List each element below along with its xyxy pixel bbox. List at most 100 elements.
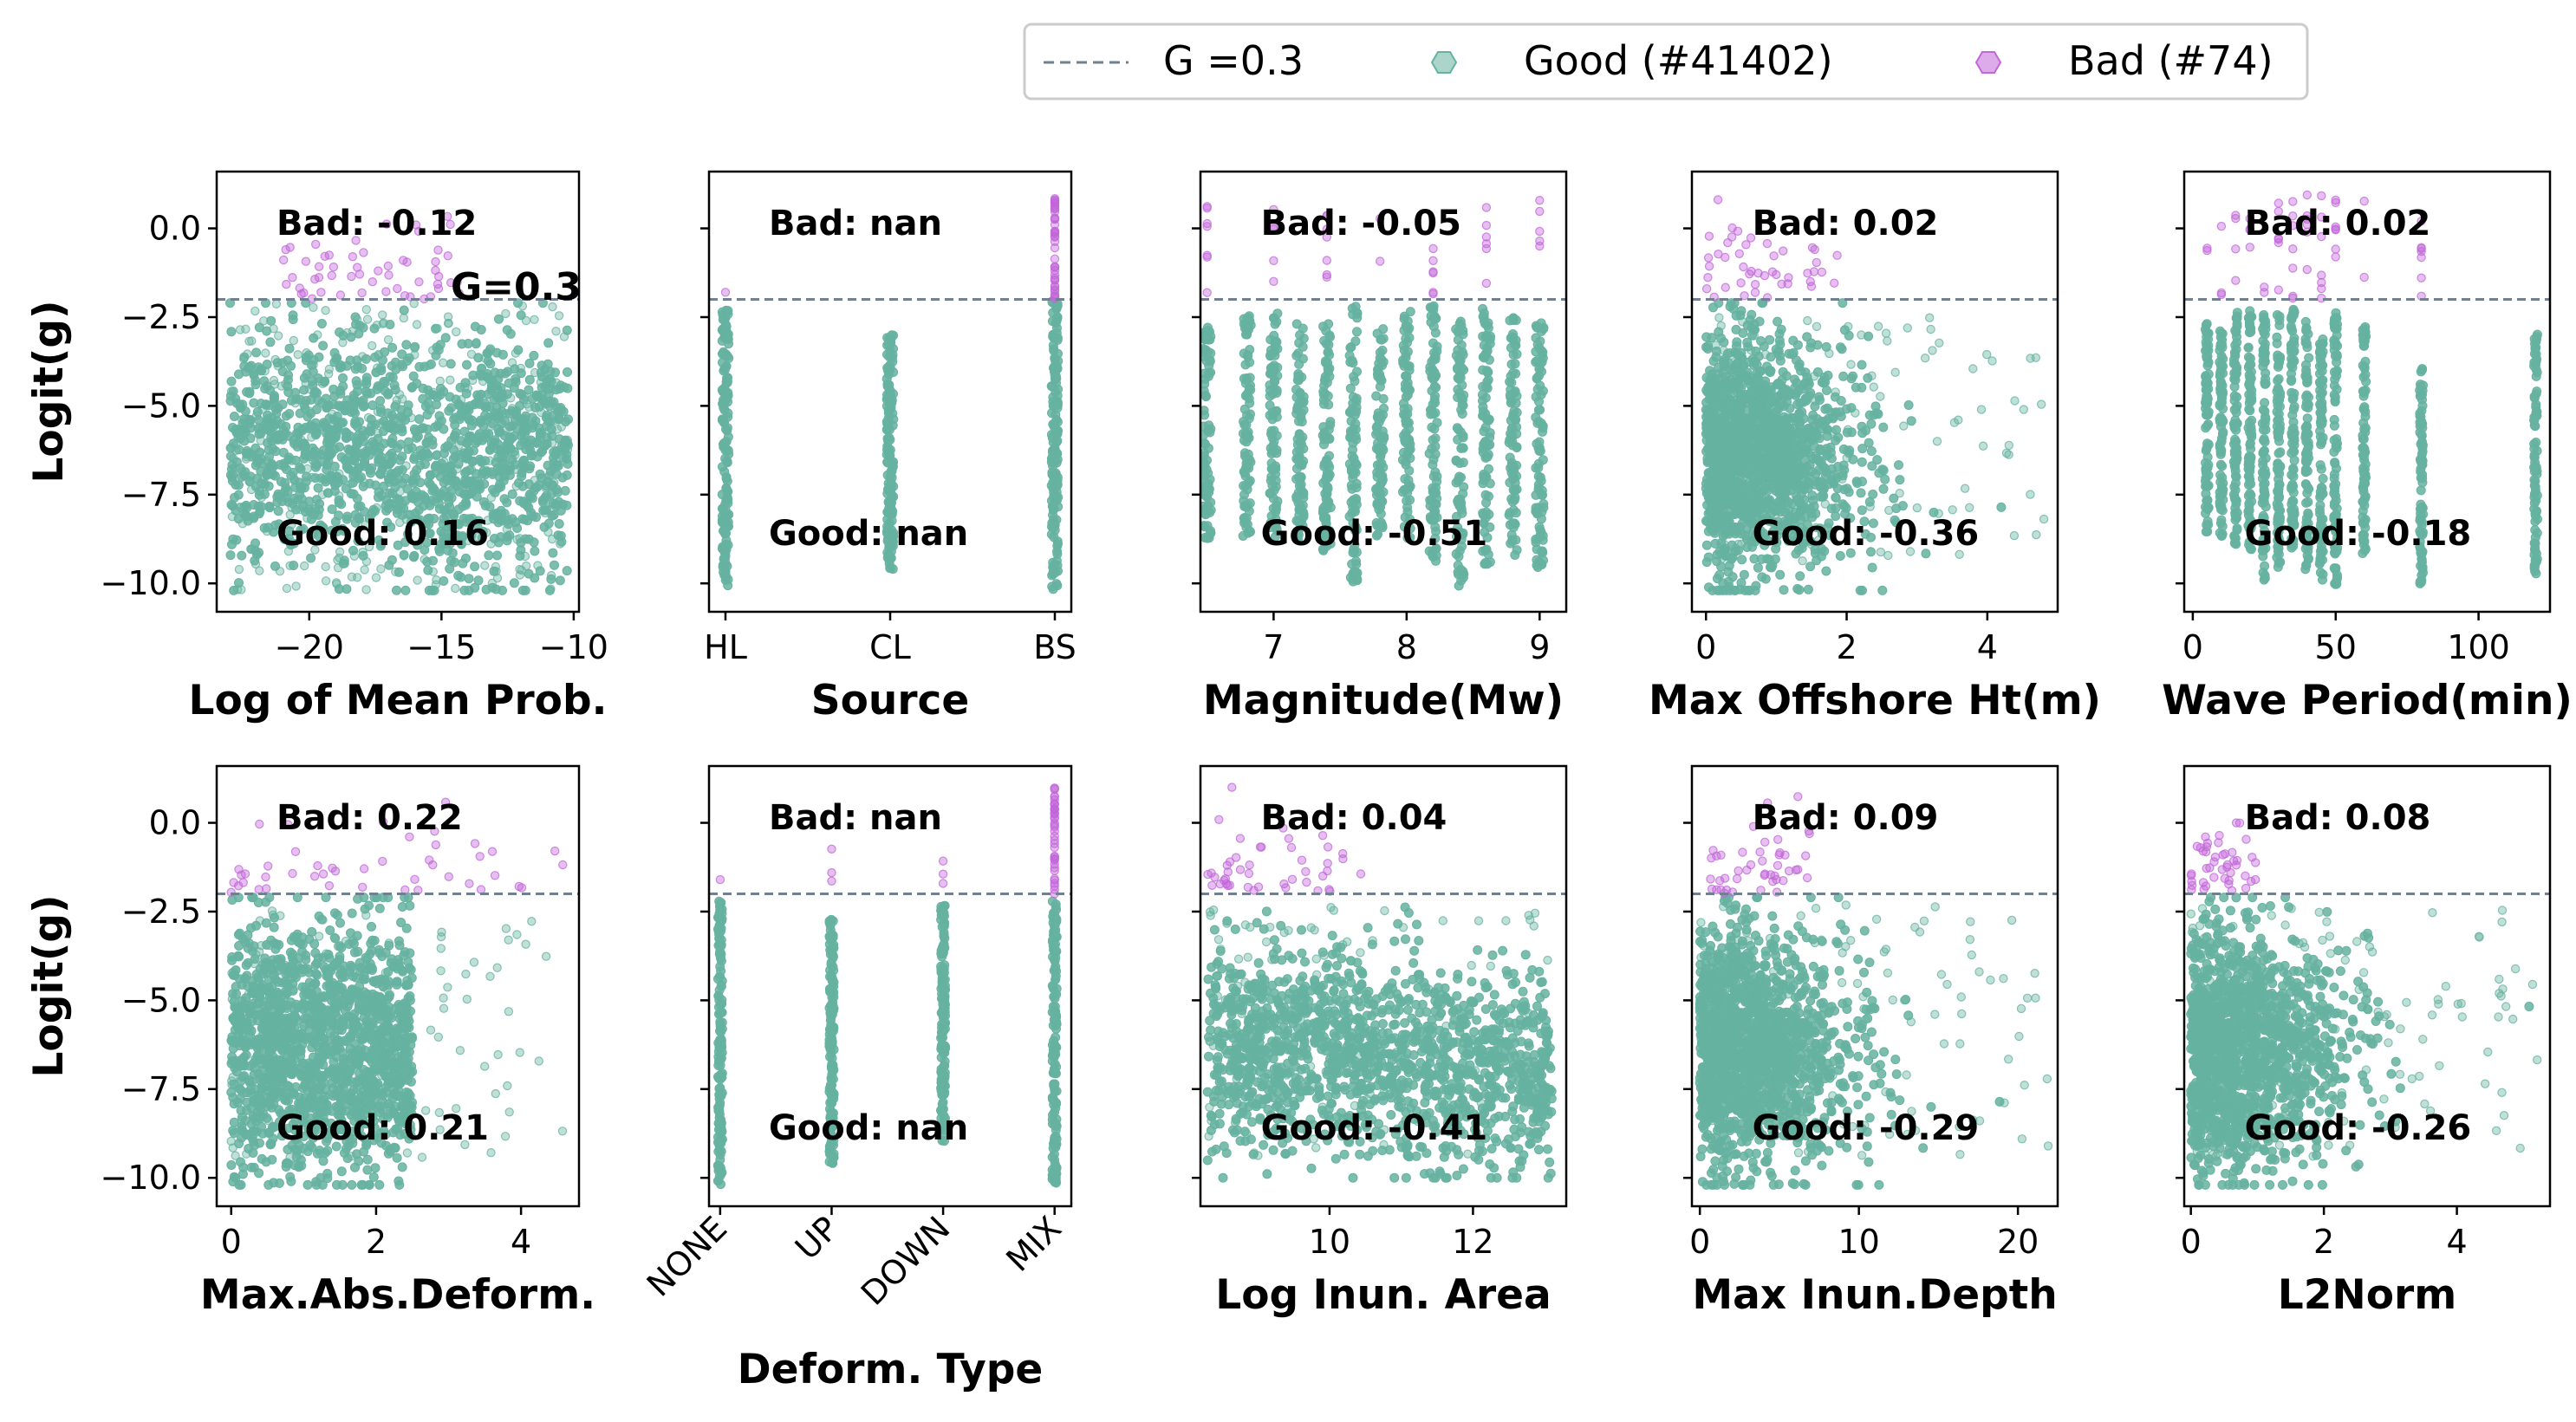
good-point [1813, 477, 1824, 488]
good-point [1296, 503, 1306, 514]
good-point [472, 523, 483, 533]
good-point [502, 524, 512, 535]
bad-point [1481, 239, 1492, 249]
good-point [234, 564, 244, 575]
bad-point [329, 262, 339, 272]
good-point [1508, 313, 1519, 323]
good-point [460, 497, 471, 508]
good-point [470, 562, 480, 572]
bad-point [1481, 220, 1492, 231]
good-point [1405, 481, 1415, 491]
good-point [425, 498, 434, 508]
good-point [443, 319, 453, 328]
good-point [307, 432, 316, 442]
good-point [278, 425, 289, 436]
good-point [358, 322, 368, 333]
good-point [285, 510, 295, 520]
good-point [1296, 439, 1306, 449]
good-point [310, 545, 320, 555]
good-point [543, 518, 554, 529]
good-point [1206, 497, 1216, 508]
good-point [378, 310, 387, 320]
good-point [267, 437, 276, 446]
good-point [1047, 467, 1057, 477]
good-point [1737, 555, 1747, 565]
good-point [886, 477, 896, 488]
good-point [503, 440, 513, 451]
good-point [1533, 458, 1544, 469]
good-point [448, 521, 459, 531]
good-point [321, 393, 331, 404]
bad-point [1202, 222, 1212, 231]
good-point [428, 387, 438, 397]
good-point [499, 471, 510, 481]
good-point [424, 360, 433, 370]
good-point [1245, 498, 1255, 509]
good-point [1350, 458, 1360, 469]
good-point [235, 325, 245, 334]
good-point [1508, 484, 1519, 495]
good-point [475, 484, 485, 494]
good-point [1050, 525, 1060, 536]
good-point [324, 364, 334, 374]
good-point [501, 308, 511, 319]
good-point [518, 456, 528, 466]
good-point [1427, 302, 1437, 313]
good-point [468, 375, 478, 386]
good-point [1051, 437, 1062, 447]
good-point [1200, 345, 1211, 355]
good-point [421, 438, 432, 448]
good-point [501, 408, 511, 419]
good-point [361, 556, 372, 567]
good-point [321, 306, 330, 315]
good-point [1855, 585, 1865, 595]
good-point [1730, 585, 1740, 595]
good-point [257, 405, 268, 414]
good-point [485, 359, 496, 369]
good-point [376, 539, 387, 549]
good-point [1205, 355, 1215, 366]
good-point [533, 561, 543, 570]
good-point [321, 562, 330, 572]
bad-point [383, 261, 393, 271]
good-point [545, 466, 556, 477]
good-point [524, 385, 534, 395]
good-point [1430, 391, 1440, 401]
good-point [373, 406, 383, 417]
good-point [424, 451, 433, 462]
good-point [1801, 395, 1812, 406]
good-point [1794, 408, 1805, 419]
good-point [375, 396, 386, 406]
good-point [225, 298, 235, 308]
good-point [313, 483, 323, 493]
good-point [485, 402, 495, 412]
good-point [1701, 332, 1712, 342]
good-point [1538, 548, 1548, 558]
good-point [400, 585, 411, 595]
good-point [1453, 560, 1463, 570]
data-points [225, 211, 573, 595]
good-point [1298, 488, 1309, 498]
good-point [435, 340, 446, 350]
good-point [882, 522, 893, 531]
bad-point [1202, 218, 1212, 229]
good-point [465, 516, 476, 527]
x-axis-label: Source [811, 677, 970, 724]
good-point [529, 537, 539, 548]
good-point [1878, 484, 1889, 494]
good-point [511, 464, 521, 475]
good-point [411, 472, 421, 483]
good-point [521, 315, 531, 326]
good-point [376, 564, 386, 574]
good-point [1324, 472, 1334, 483]
good-point [517, 302, 528, 311]
bad-point [1269, 205, 1278, 214]
bad-point [1535, 206, 1545, 217]
good-point [1404, 365, 1415, 375]
good-point [359, 458, 369, 469]
good-point [515, 534, 524, 543]
good-point [255, 447, 264, 457]
good-point [517, 481, 528, 491]
good-point [1372, 427, 1382, 438]
